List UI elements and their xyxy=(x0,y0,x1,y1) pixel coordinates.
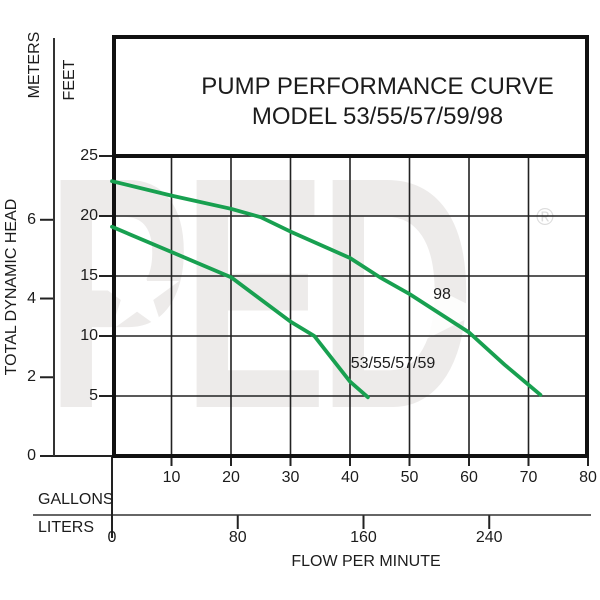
feet-tick-label: 10 xyxy=(80,327,98,344)
curve-label-98: 98 xyxy=(433,286,451,303)
registered-trademark-icon: ® xyxy=(536,204,554,231)
liters-unit-label: LITERS xyxy=(38,519,95,536)
gridlines xyxy=(112,156,588,456)
y-axis-title: TOTAL DYNAMIC HEAD xyxy=(3,198,20,376)
meters-tick-label: 2 xyxy=(27,368,36,386)
meters-unit-label: METERS xyxy=(26,31,43,99)
chart-title-box: PUMP PERFORMANCE CURVE MODEL 53/55/57/59… xyxy=(112,36,588,156)
gallons-tick-label: 30 xyxy=(281,469,300,486)
pump-curve-98 xyxy=(110,179,543,397)
gallons-unit-label: GALLONS xyxy=(38,491,114,508)
feet-tick-label: 15 xyxy=(80,267,98,284)
chart-title-line1: PUMP PERFORMANCE CURVE xyxy=(201,73,554,100)
curve-label-53-55-57-59: 53/55/57/59 xyxy=(350,355,436,372)
feet-tick-label: 25 xyxy=(80,147,98,164)
meters-tick-label: 6 xyxy=(27,210,36,228)
liters-tick-label: 80 xyxy=(228,529,247,546)
x-axis-title: FLOW PER MINUTE xyxy=(291,553,441,570)
feet-tick-label: 5 xyxy=(89,387,98,404)
arrow-icon: ▶ xyxy=(382,227,482,373)
chart-frame xyxy=(112,35,589,458)
gallons-tick-label: 10 xyxy=(162,469,181,486)
gallons-tick-label: 50 xyxy=(400,469,419,486)
liters-tick-label: 0 xyxy=(107,529,117,546)
gallons-tick-label: 70 xyxy=(519,469,538,486)
meters-tick-label: 4 xyxy=(27,289,36,307)
pump-curves xyxy=(110,179,543,400)
meters-tick-label: 0 xyxy=(27,447,36,464)
liters-tick-label: 240 xyxy=(475,529,503,546)
gallons-tick-label: 60 xyxy=(460,469,478,486)
gallons-tick-label: 20 xyxy=(222,469,240,486)
feet-unit-label: FEET xyxy=(61,59,78,101)
liters-tick-label: 160 xyxy=(350,529,377,546)
gallons-tick-label: 80 xyxy=(579,469,597,486)
pump-curve-53-55-57-59 xyxy=(110,224,370,400)
feet-tick-label: 20 xyxy=(80,207,98,224)
chart-title-line2: MODEL 53/55/57/59/98 xyxy=(251,103,504,130)
gallons-tick-label: 40 xyxy=(341,469,359,486)
